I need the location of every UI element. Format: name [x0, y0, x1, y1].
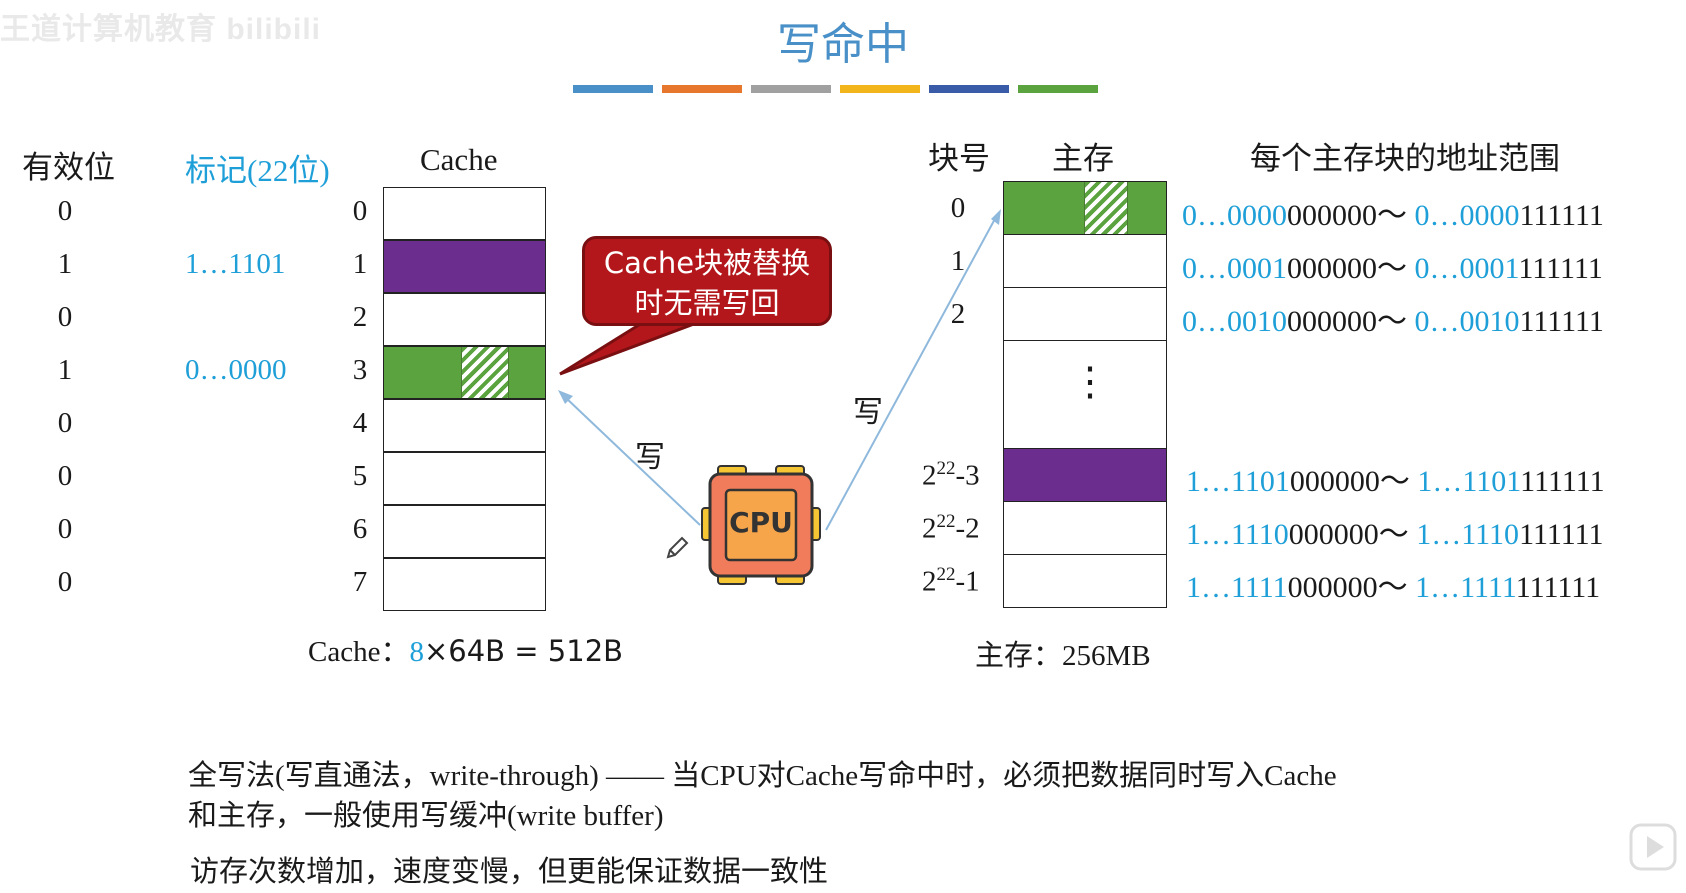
watermark: 王道计算机教育 bilibili — [0, 13, 321, 46]
play-icon[interactable] — [1628, 822, 1678, 872]
block-exponent: 22 — [936, 511, 956, 532]
address-range: 1…1101000000～ 1…1101111111 — [1186, 465, 1605, 498]
memory-block-number: 2 — [950, 298, 966, 330]
valid-bit: 0 — [57, 407, 73, 439]
cache-row-number: 4 — [352, 407, 368, 439]
cache-row-number: 1 — [352, 248, 368, 280]
written-word — [461, 347, 509, 398]
block-number-header: 块号 — [928, 141, 990, 176]
address-range: 0…0000000000～ 0…0000111111 — [1182, 199, 1604, 232]
callout-line2: 时无需写回 — [634, 286, 780, 320]
color-bar-segment — [751, 85, 831, 93]
valid-bit: 0 — [57, 195, 73, 227]
cache-line — [383, 452, 546, 505]
write-arrow-cache — [564, 396, 701, 526]
tag-value: 0…0000 — [185, 354, 287, 386]
memory-block-purple — [1003, 448, 1167, 502]
cache-line — [383, 399, 546, 452]
cache-line-count: 8 — [409, 636, 424, 668]
block-suffix: -2 — [955, 512, 980, 545]
cache-line — [383, 558, 546, 611]
memory-block — [1003, 501, 1167, 555]
block-base: 2 — [922, 512, 937, 545]
cache-row-number: 7 — [352, 566, 368, 598]
cache-size-prefix: Cache： — [308, 636, 410, 668]
memory-block-number: 222-2 — [922, 511, 980, 546]
page-title: 写命中 — [777, 19, 909, 70]
cache-row-number: 5 — [352, 460, 368, 492]
valid-bit: 0 — [57, 460, 73, 492]
pencil-icon — [666, 536, 689, 559]
block-exponent: 22 — [936, 564, 956, 585]
callout-bubble: Cache块被替换 时无需写回 — [582, 236, 832, 326]
memory-block — [1003, 287, 1167, 341]
memory-block-number: 1 — [950, 245, 966, 277]
cache-size-label: Cache：8×64B = 512B — [308, 628, 623, 670]
cpu-chip-icon — [701, 465, 821, 585]
written-word — [1084, 182, 1128, 234]
address-range: 0…0001000000～ 0…0001111111 — [1182, 252, 1603, 285]
color-bar-segment — [929, 85, 1009, 93]
cache-row-number: 3 — [352, 354, 368, 386]
memory-block-green — [1003, 181, 1167, 235]
write-label-cache: 写 — [635, 441, 665, 474]
block-base: 2 — [922, 459, 937, 492]
write-arrow-memory — [825, 216, 997, 531]
cache-line — [383, 187, 546, 240]
memory-block — [1003, 554, 1167, 608]
cache-size-rest: ×64B = 512B — [423, 634, 624, 668]
cache-line-purple — [383, 240, 546, 293]
block-base: 2 — [922, 565, 937, 598]
cache-line-green — [383, 346, 546, 399]
address-range: 1…1111000000～ 1…1111111111 — [1186, 571, 1601, 604]
block-suffix: -1 — [955, 565, 980, 598]
arrow-head — [558, 390, 573, 404]
valid-bit: 0 — [57, 301, 73, 333]
callout-tail — [559, 316, 711, 376]
tag-value: 1…1101 — [185, 248, 286, 280]
address-range: 1…1110000000～ 1…1110111111 — [1186, 518, 1604, 551]
address-range: 0…0010000000～ 0…0010111111 — [1182, 305, 1604, 338]
block-exponent: 22 — [936, 458, 956, 479]
arrow-head — [991, 209, 1001, 225]
valid-bit: 1 — [57, 248, 73, 280]
memory-block-number: 0 — [950, 192, 966, 224]
write-through-definition-line2: 和主存，一般使用写缓冲(write buffer) — [188, 800, 664, 832]
main-memory-header: 主存 — [1052, 141, 1114, 176]
block-suffix: -3 — [955, 459, 980, 492]
tag-header: 标记(22位) — [185, 153, 330, 188]
valid-bit: 0 — [57, 513, 73, 545]
write-label-memory: 写 — [853, 396, 883, 429]
cache-row-number: 6 — [352, 513, 368, 545]
valid-bit: 1 — [57, 354, 73, 386]
write-through-definition-line1: 全写法(写直通法，write-through) —— 当CPU对Cache写命中… — [188, 760, 1337, 792]
memory-block-number: 222-1 — [922, 564, 980, 599]
cache-header: Cache — [420, 142, 498, 177]
cache-row-number: 0 — [352, 195, 368, 227]
valid-bit-header: 有效位 — [22, 150, 115, 185]
color-bar-segment — [662, 85, 742, 93]
color-bar-segment — [1018, 85, 1098, 93]
address-range-header: 每个主存块的地址范围 — [1250, 141, 1560, 176]
memory-block — [1003, 234, 1167, 288]
vertical-ellipsis: ⋮ — [1070, 359, 1110, 404]
cpu-label: CPU — [729, 506, 793, 539]
memory-block-number: 222-3 — [922, 458, 980, 493]
valid-bit: 0 — [57, 566, 73, 598]
cache-row-number: 2 — [352, 301, 368, 333]
callout-line1: Cache块被替换 — [603, 246, 811, 280]
color-bar-segment — [840, 85, 920, 93]
color-bar-segment — [573, 85, 653, 93]
write-through-consequence: 访存次数增加，速度变慢，但更能保证数据一致性 — [190, 856, 829, 888]
memory-size-label: 主存：256MB — [975, 640, 1151, 672]
cache-line — [383, 293, 546, 346]
cache-line — [383, 505, 546, 558]
